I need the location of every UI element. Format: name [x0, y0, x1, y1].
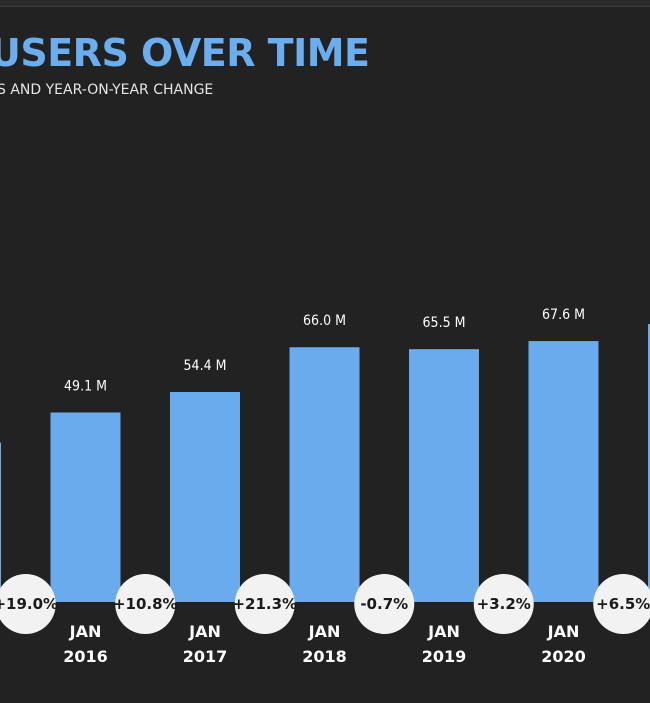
x-label-month-5: JAN [547, 622, 580, 641]
change-label-4: +3.2% [477, 595, 531, 613]
change-label-0: +19.0% [0, 595, 58, 613]
change-label-2: +21.3% [232, 595, 297, 613]
chart-subtitle: S AND YEAR-ON-YEAR CHANGE [0, 82, 214, 98]
bar-1 [50, 412, 121, 602]
value-label-1: 49.1 M [64, 378, 107, 394]
top-border [0, 0, 650, 7]
value-label-3: 66.0 M [303, 313, 346, 329]
value-label-5: 67.6 M [542, 307, 585, 323]
x-label-month-3: JAN [308, 622, 341, 641]
x-label-year-2: 2017 [183, 647, 228, 666]
chart-title: USERS OVER TIME [0, 31, 370, 75]
x-label-month-2: JAN [188, 622, 221, 641]
bar-6 [648, 324, 650, 602]
value-label-4: 65.5 M [423, 315, 466, 331]
change-badge-1 [115, 574, 176, 634]
bar-5 [528, 341, 599, 602]
bar-0 [0, 442, 1, 602]
x-label-year-1: 2016 [63, 647, 108, 666]
change-badge-5 [593, 574, 650, 634]
bar-3 [289, 347, 360, 602]
change-label-1: +10.8% [113, 595, 178, 613]
bar-4 [409, 349, 479, 602]
x-label-year-3: 2018 [302, 647, 347, 666]
x-label-month-4: JAN [427, 622, 460, 641]
bar-2 [170, 392, 240, 602]
change-badge-3 [354, 574, 415, 634]
x-label-year-5: 2020 [541, 647, 586, 666]
change-label-5: +6.5% [596, 595, 650, 613]
change-badge-0 [0, 574, 56, 634]
change-badge-2 [234, 574, 295, 634]
value-label-2: 54.4 M [184, 358, 227, 374]
change-label-3: -0.7% [360, 595, 408, 613]
x-label-month-1: JAN [69, 622, 102, 641]
change-badge-4 [473, 574, 534, 634]
x-label-year-4: 2019 [422, 647, 467, 666]
